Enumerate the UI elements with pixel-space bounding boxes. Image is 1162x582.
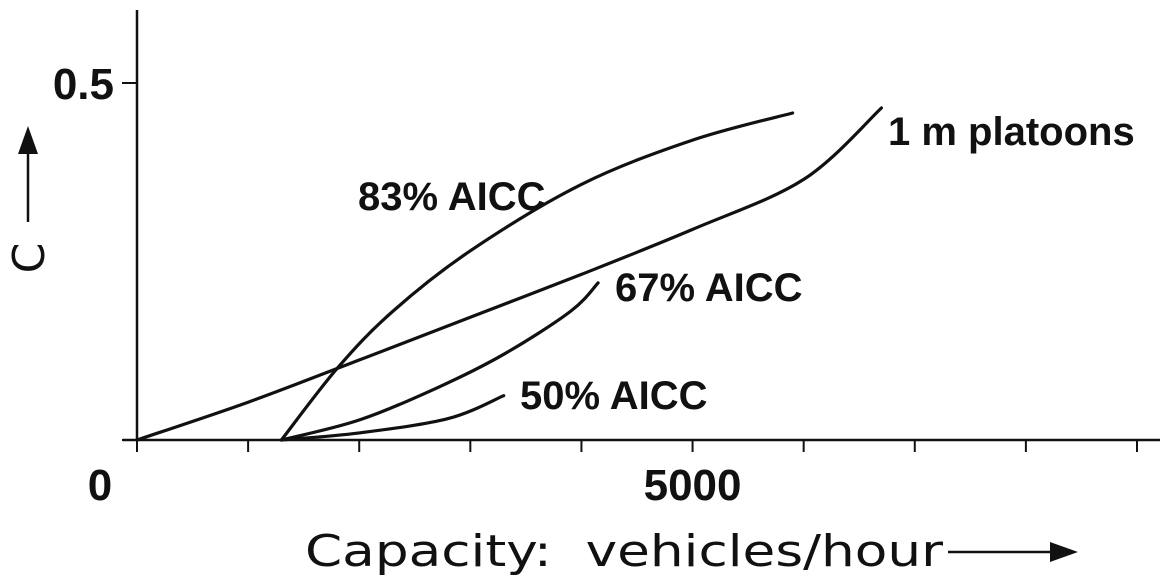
y-tick-labels: 0.5 bbox=[53, 60, 114, 109]
x-tick-labels: 0 5000 bbox=[88, 461, 742, 510]
x-tick-label: 0 bbox=[88, 461, 112, 510]
series-line-83-aicc bbox=[279, 111, 795, 442]
series-line-67-aicc bbox=[279, 281, 600, 442]
y-axis-title-group: C bbox=[4, 126, 55, 273]
x-axis-arrow-head-icon bbox=[1050, 542, 1078, 562]
series-labels: 1 m platoons 83% AICC 67% AICC 50% AICC bbox=[358, 110, 1135, 418]
x-axis-title-group: Capacity: vehicles/hour bbox=[305, 526, 1078, 577]
x-axis-title: Capacity: vehicles/hour bbox=[305, 526, 944, 577]
x-ticks bbox=[136, 440, 1138, 452]
series-label-50-aicc: 50% AICC bbox=[520, 374, 707, 418]
y-tick-label: 0.5 bbox=[53, 60, 114, 109]
x-tick-label: 5000 bbox=[644, 461, 742, 510]
y-ticks bbox=[122, 82, 137, 441]
series-label-1m-platoons: 1 m platoons bbox=[888, 110, 1135, 154]
series-line-1m-platoons bbox=[135, 106, 883, 442]
y-axis-title: C bbox=[4, 243, 55, 274]
y-axis-arrow-head-icon bbox=[18, 126, 38, 154]
series-label-83-aicc: 83% AICC bbox=[358, 175, 545, 219]
series-label-67-aicc: 67% AICC bbox=[615, 266, 802, 310]
series-line-50-aicc bbox=[279, 394, 506, 442]
series-lines bbox=[135, 106, 883, 442]
